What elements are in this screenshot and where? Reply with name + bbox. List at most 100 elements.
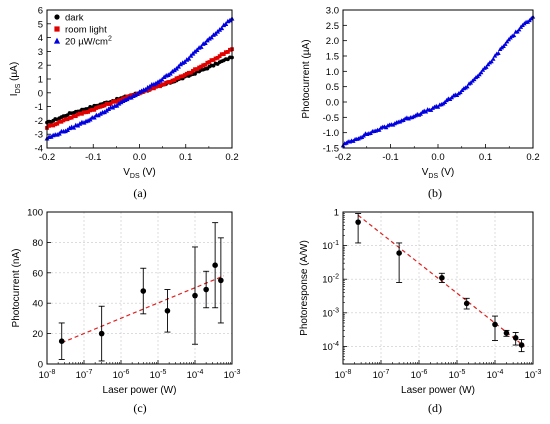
- plot-frame: [46, 211, 233, 365]
- data-point: [95, 112, 101, 118]
- legend-label: 20 µW/cm2: [65, 36, 112, 48]
- data-point: [98, 104, 103, 109]
- y-tick-label: 60: [32, 268, 43, 279]
- data-point: [219, 25, 225, 31]
- y-axis-label: Photoresponse (A/W): [299, 240, 310, 336]
- y-tick-label: 0.0: [326, 98, 339, 109]
- y-tick-label: 40: [32, 299, 43, 310]
- x-tick-label: 0.0: [133, 152, 146, 163]
- data-point: [117, 98, 121, 103]
- data-point: [218, 277, 224, 284]
- x-tick-label: 10-8: [39, 369, 56, 381]
- data-point: [223, 50, 228, 55]
- data-point: [489, 59, 494, 64]
- data-point: [516, 27, 522, 32]
- x-tick-label: 10-7: [76, 369, 93, 381]
- data-point: [487, 60, 493, 65]
- x-tick-label: 10-5: [150, 369, 167, 381]
- data-point: [205, 60, 210, 65]
- data-point: [199, 64, 204, 69]
- data-point: [77, 121, 83, 126]
- data-point: [55, 121, 60, 126]
- data-point: [164, 80, 169, 85]
- panel-label: (c): [133, 401, 146, 415]
- x-tick-label: -0.2: [39, 152, 55, 163]
- data-point: [53, 122, 58, 127]
- data-point: [178, 61, 184, 67]
- y-tick-label: 1: [334, 208, 339, 219]
- data-point: [104, 101, 109, 106]
- data-point: [503, 330, 510, 336]
- data-point: [184, 71, 189, 76]
- series-photocurrent: [340, 14, 536, 148]
- x-tick-label: 10-4: [487, 369, 504, 381]
- data-point: [132, 92, 138, 98]
- data-point: [96, 105, 101, 110]
- data-point: [80, 111, 84, 116]
- y-tick-label: -1.0: [323, 128, 339, 139]
- data-point: [90, 107, 95, 112]
- data-point: [71, 114, 76, 119]
- chart-panel-a: -0.2 -0.1 0.0 0.1 0.2 -4 -3 -2 -1 0 1 2 3 4 5 6 VDS (V) I…: [9, 6, 239, 201]
- data-point: [57, 119, 62, 124]
- data-point: [458, 89, 463, 95]
- data-point: [186, 55, 192, 61]
- chart-panel-d: 10-8 10-7 10-6 10-5 10-4 10-3 10-4 10-3 10-2 10-1…: [299, 208, 542, 416]
- data-point: [377, 127, 382, 132]
- data-point: [423, 109, 429, 114]
- data-point: [71, 125, 77, 130]
- x-tick-label: 10-6: [411, 369, 428, 381]
- data-point: [67, 116, 72, 120]
- data-point: [156, 84, 160, 88]
- data-point: [63, 128, 68, 134]
- y-tick-label: 2.0: [326, 36, 339, 47]
- data-point: [512, 335, 519, 341]
- data-point: [197, 65, 202, 70]
- data-point: [176, 75, 181, 80]
- data-point: [124, 96, 130, 102]
- data-point: [491, 56, 496, 61]
- data-point: [515, 29, 520, 34]
- y-tick-label: 1.0: [326, 67, 339, 78]
- data-point: [164, 308, 171, 314]
- data-point: [478, 70, 484, 75]
- data-point: [98, 111, 103, 116]
- data-point: [59, 119, 64, 124]
- data-point: [170, 78, 175, 83]
- fit-line: [61, 275, 225, 344]
- data-point: [166, 80, 171, 84]
- legend-label: dark: [65, 13, 84, 24]
- data-point: [157, 78, 163, 83]
- data-point: [355, 219, 361, 225]
- data-point: [496, 50, 501, 55]
- panel-label: (d): [428, 401, 442, 415]
- data-point: [518, 342, 525, 348]
- data-point: [484, 64, 489, 69]
- y-tick-label: -4: [35, 144, 43, 155]
- data-point: [209, 58, 214, 63]
- data-point: [162, 82, 167, 87]
- data-point: [118, 99, 124, 105]
- data-point: [182, 73, 187, 77]
- data-point: [48, 134, 54, 139]
- data-point: [88, 108, 93, 113]
- x-tick-label: 10-3: [525, 369, 542, 381]
- chart-panel-c: 10-8 10-7 10-6 10-5 10-4 10-3 0 20 40 60 80 100 Lase…: [11, 208, 241, 416]
- y-tick-label: 0.5: [326, 82, 339, 93]
- data-point: [125, 94, 130, 99]
- y-tick-label: 2: [38, 61, 43, 72]
- x-tick-label: -0.2: [335, 152, 351, 163]
- data-point: [61, 118, 66, 123]
- legend-label: room light: [65, 25, 107, 36]
- data-point: [161, 74, 167, 80]
- data-point: [213, 56, 218, 61]
- plot-frame: [342, 9, 534, 149]
- data-point: [463, 300, 470, 307]
- data-point: [219, 52, 224, 57]
- data-point: [154, 84, 158, 89]
- data-point: [108, 101, 113, 106]
- data-point: [397, 119, 403, 124]
- data-point: [203, 62, 208, 67]
- data-point: [228, 47, 232, 52]
- data-point: [406, 116, 411, 121]
